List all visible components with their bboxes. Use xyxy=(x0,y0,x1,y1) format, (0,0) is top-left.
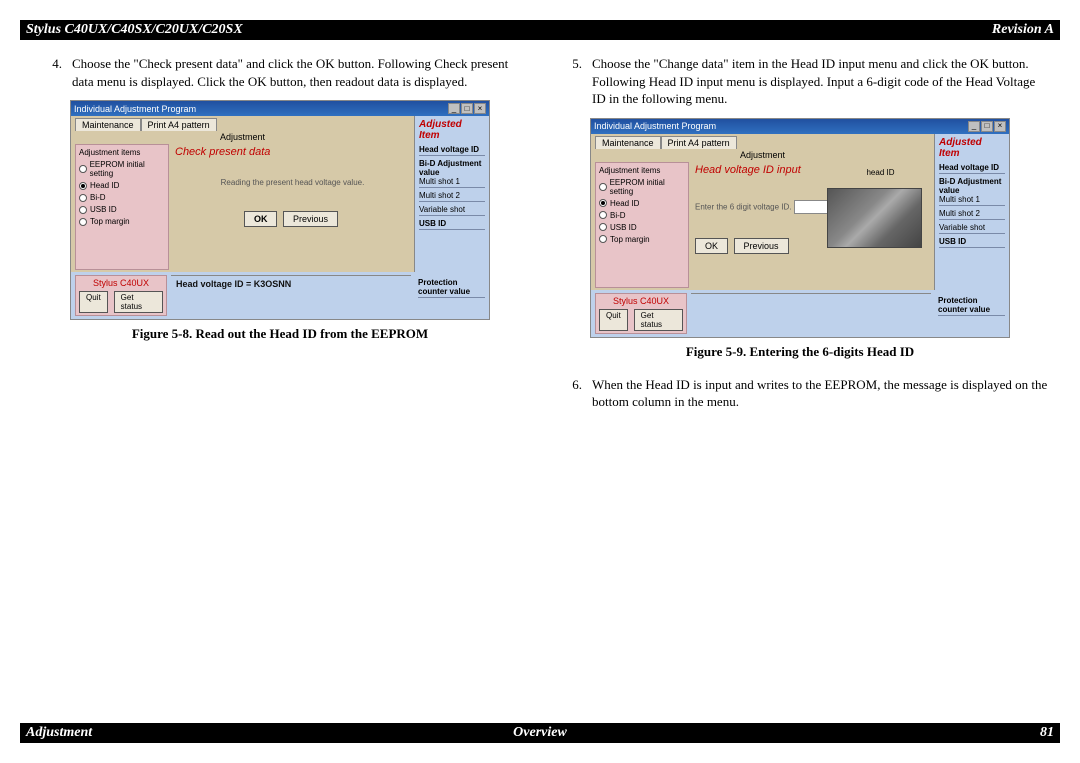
figure-5-8-screenshot: Individual Adjustment Program _ □ × Main… xyxy=(70,100,490,320)
label-head-voltage: Head voltage ID xyxy=(939,163,1005,172)
radio-top-margin[interactable]: Top margin xyxy=(79,217,165,226)
get-status-button[interactable]: Get status xyxy=(114,291,163,313)
adjusted-item-panel: Adjusted Item Head voltage ID Bi-D Adjus… xyxy=(414,116,489,272)
figure-5-8-caption: Figure 5-8. Read out the Head ID from th… xyxy=(32,326,528,342)
header-bar: Stylus C40UX/C40SX/C20UX/C20SX Revision … xyxy=(20,20,1060,40)
step-6: 6. When the Head ID is input and writes … xyxy=(552,376,1048,411)
prot-box: Protection counter value xyxy=(934,290,1009,337)
minimize-icon[interactable]: _ xyxy=(448,103,460,114)
previous-button[interactable]: Previous xyxy=(283,211,338,227)
model-name: Stylus C40UX xyxy=(613,296,669,306)
model-box: Stylus C40UX Quit Get status xyxy=(595,293,687,334)
ok-button[interactable]: OK xyxy=(244,211,278,227)
center-msg: Reading the present head voltage value. xyxy=(175,178,410,187)
label-ms1: Multi shot 1 xyxy=(419,177,485,186)
radio-eeprom[interactable]: EEPROM initial setting xyxy=(79,160,165,178)
step-num: 6. xyxy=(552,376,592,411)
footer-right: 81 xyxy=(1040,725,1054,741)
tab-print[interactable]: Print A4 pattern xyxy=(661,136,737,149)
label-bid: Bi-D Adjustment value xyxy=(419,159,485,177)
adjusted-item-title: Adjusted Item xyxy=(939,137,1005,159)
footer-center: Overview xyxy=(513,725,567,741)
ok-button[interactable]: OK xyxy=(695,238,728,254)
adjusted-item-title: Adjusted Item xyxy=(419,119,485,141)
label-ms2: Multi shot 2 xyxy=(419,191,485,200)
quit-button[interactable]: Quit xyxy=(599,309,628,331)
label-ms2: Multi shot 2 xyxy=(939,209,1005,218)
radio-bid[interactable]: Bi-D xyxy=(79,193,165,202)
window-title: Individual Adjustment Program xyxy=(74,104,196,114)
tab-print[interactable]: Print A4 pattern xyxy=(141,118,217,131)
maximize-icon[interactable]: □ xyxy=(461,103,473,114)
head-photo xyxy=(827,188,922,248)
get-status-button[interactable]: Get status xyxy=(634,309,683,331)
right-column: 5. Choose the "Change data" item in the … xyxy=(540,55,1060,713)
label-vs: Variable shot xyxy=(939,223,1005,232)
label-usb: USB ID xyxy=(939,237,1005,246)
prot-box: Protection counter value xyxy=(414,272,489,319)
tabs: Maintenance Print A4 pattern Adjustment xyxy=(591,134,934,160)
center-panel: Check present data Reading the present h… xyxy=(171,142,414,272)
tab-maintenance[interactable]: Maintenance xyxy=(595,136,661,149)
label-head-voltage: Head voltage ID xyxy=(419,145,485,154)
minimize-icon[interactable]: _ xyxy=(968,121,980,132)
window-titlebar: Individual Adjustment Program _ □ × xyxy=(71,101,489,116)
adjustment-items-panel: Adjustment items EEPROM initial setting … xyxy=(75,144,169,270)
center-msg: Enter the 6 digit voltage ID. xyxy=(695,202,792,211)
step-num: 4. xyxy=(32,55,72,90)
group-title: Adjustment items xyxy=(79,148,165,157)
adjusted-item-panel: Adjusted Item Head voltage ID Bi-D Adjus… xyxy=(934,134,1009,290)
status-box: Head voltage ID = K3OSNN xyxy=(171,275,411,316)
adjustment-items-panel: Adjustment items EEPROM initial setting … xyxy=(595,162,689,288)
head-id-label: head ID xyxy=(833,168,928,177)
footer-bar: Adjustment Overview 81 xyxy=(20,723,1060,743)
close-icon[interactable]: × xyxy=(474,103,486,114)
radio-usb[interactable]: USB ID xyxy=(599,223,685,232)
model-name: Stylus C40UX xyxy=(93,278,149,288)
header-right: Revision A xyxy=(992,22,1054,38)
tab-adjustment[interactable]: Adjustment xyxy=(595,150,930,160)
step-text: When the Head ID is input and writes to … xyxy=(592,376,1048,411)
label-vs: Variable shot xyxy=(419,205,485,214)
tab-adjustment[interactable]: Adjustment xyxy=(75,132,410,142)
page-content: 4. Choose the "Check present data" and c… xyxy=(20,55,1060,713)
radio-eeprom[interactable]: EEPROM initial setting xyxy=(599,178,685,196)
tabs: Maintenance Print A4 pattern Adjustment xyxy=(71,116,414,142)
label-usb: USB ID xyxy=(419,219,485,228)
footer-left: Adjustment xyxy=(26,725,92,741)
status-text: Head voltage ID = K3OSNN xyxy=(176,279,291,289)
radio-bid[interactable]: Bi-D xyxy=(599,211,685,220)
model-box: Stylus C40UX Quit Get status xyxy=(75,275,167,316)
step-text: Choose the "Change data" item in the Hea… xyxy=(592,55,1048,108)
figure-5-9-screenshot: Individual Adjustment Program _ □ × Main… xyxy=(590,118,1010,338)
step-text: Choose the "Check present data" and clic… xyxy=(72,55,528,90)
radio-head-id[interactable]: Head ID xyxy=(79,181,165,190)
window-titlebar: Individual Adjustment Program _ □ × xyxy=(591,119,1009,134)
label-bid: Bi-D Adjustment value xyxy=(939,177,1005,195)
radio-top-margin[interactable]: Top margin xyxy=(599,235,685,244)
status-box xyxy=(691,293,931,334)
window-title: Individual Adjustment Program xyxy=(594,121,716,131)
label-ms1: Multi shot 1 xyxy=(939,195,1005,204)
radio-usb[interactable]: USB ID xyxy=(79,205,165,214)
center-panel: Head voltage ID input head ID Enter the … xyxy=(691,160,934,290)
center-title: Check present data xyxy=(175,146,410,158)
header-left: Stylus C40UX/C40SX/C20UX/C20SX xyxy=(26,22,243,38)
radio-head-id[interactable]: Head ID xyxy=(599,199,685,208)
step-num: 5. xyxy=(552,55,592,108)
quit-button[interactable]: Quit xyxy=(79,291,108,313)
left-column: 4. Choose the "Check present data" and c… xyxy=(20,55,540,713)
previous-button[interactable]: Previous xyxy=(734,238,789,254)
step-5: 5. Choose the "Change data" item in the … xyxy=(552,55,1048,108)
maximize-icon[interactable]: □ xyxy=(981,121,993,132)
figure-5-9-caption: Figure 5-9. Entering the 6-digits Head I… xyxy=(552,344,1048,360)
close-icon[interactable]: × xyxy=(994,121,1006,132)
step-4: 4. Choose the "Check present data" and c… xyxy=(32,55,528,90)
group-title: Adjustment items xyxy=(599,166,685,175)
tab-maintenance[interactable]: Maintenance xyxy=(75,118,141,131)
